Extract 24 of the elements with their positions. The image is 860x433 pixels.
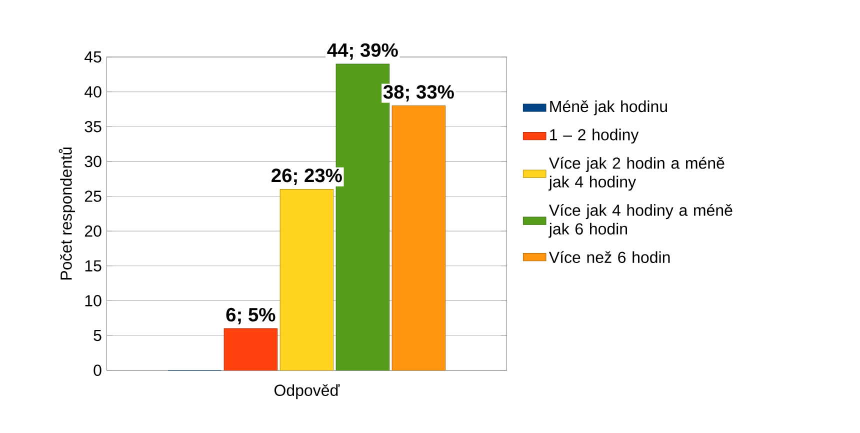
y-tick-label: 15 (85, 260, 102, 272)
data-label: 38; 33% (383, 85, 454, 102)
data-label: 26; 23% (272, 168, 342, 186)
y-tick-label: 35 (84, 120, 102, 132)
y-tick-label: 25 (84, 190, 102, 202)
y-tick-label: 0 (94, 364, 102, 376)
legend-label: Méně jak hodinu (550, 100, 667, 116)
data-label: 44; 39% (327, 43, 398, 60)
legend-label: Více jak 2 hodin a méně jak 4 hodiny (548, 156, 724, 191)
y-tick-label: 45 (84, 51, 102, 63)
y-tick-label: 10 (85, 295, 102, 306)
bar (224, 328, 278, 371)
legend-label: 1 – 2 hodiny (550, 128, 639, 144)
y-tick-label: 20 (84, 225, 102, 237)
legend-label: Více jak 4 hodiny a méně jak 6 hodin (548, 204, 732, 238)
bar (280, 189, 334, 371)
y-tick-label: 40 (84, 86, 102, 98)
bar (392, 105, 446, 371)
data-label: 6; 5% (226, 308, 276, 324)
x-axis-title: Odpověď (274, 384, 340, 400)
y-tick-label: 5 (94, 330, 102, 342)
legend-label: Více než 6 hodin (548, 251, 670, 264)
y-axis-title: Počet respondentů (58, 148, 76, 280)
y-tick-label: 30 (84, 156, 102, 168)
